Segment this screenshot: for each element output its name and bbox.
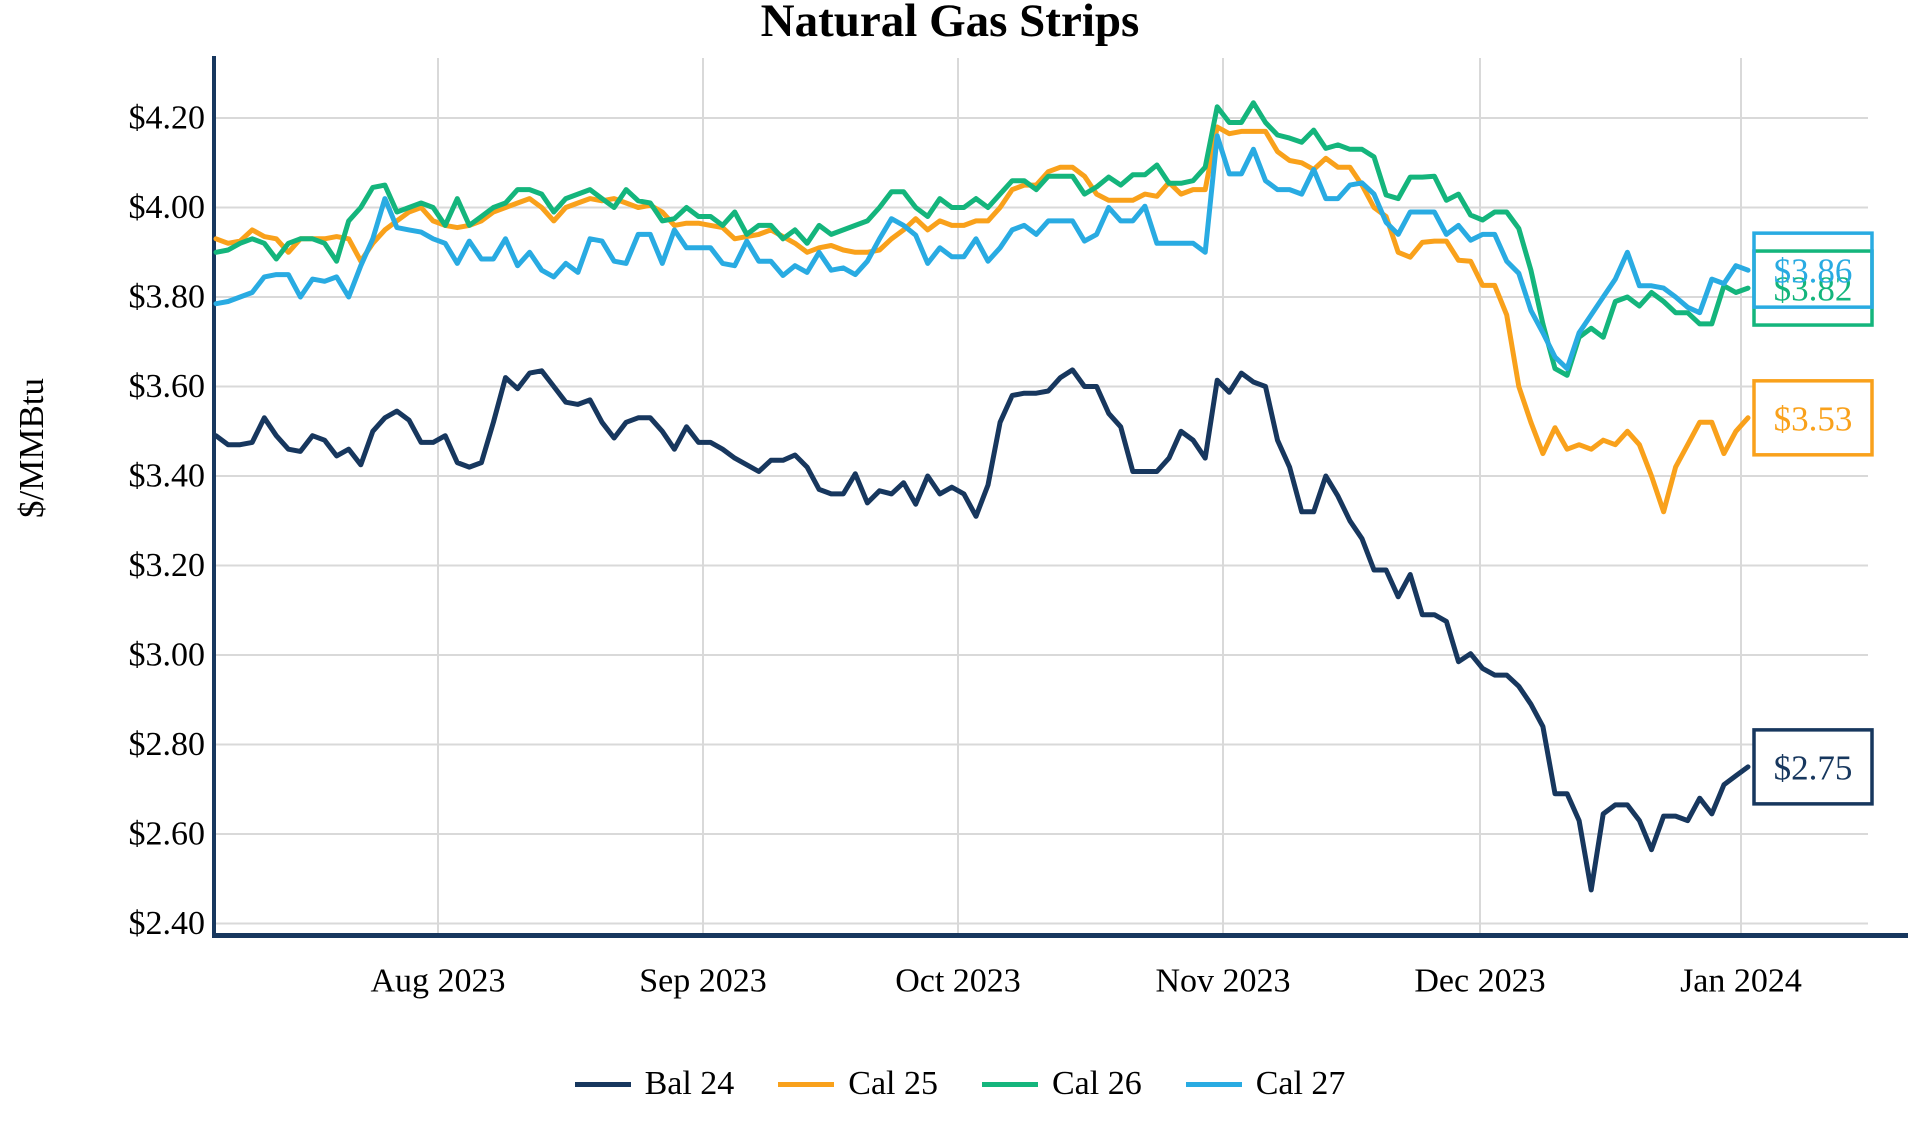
series-line-cal-25 bbox=[213, 124, 1751, 515]
legend-item-cal-26: Cal 26 bbox=[982, 1067, 1142, 1101]
end-label-text-bal-24: $2.75 bbox=[1774, 748, 1853, 787]
cal-27-line-swatch-icon bbox=[1185, 1081, 1242, 1087]
y-tick-label: $2.40 bbox=[129, 905, 206, 942]
series-line-cal-26 bbox=[213, 100, 1751, 378]
bal-24-line-swatch-icon bbox=[574, 1081, 631, 1087]
legend-label-cal-26: Cal 26 bbox=[1052, 1065, 1142, 1102]
y-tick-label: $3.60 bbox=[129, 368, 206, 405]
end-label-text-cal-27: $3.86 bbox=[1774, 252, 1853, 291]
y-tick-label: $3.00 bbox=[129, 637, 206, 674]
end-label-box-bal-24 bbox=[1752, 728, 1874, 806]
y-tick-label: $2.60 bbox=[129, 816, 206, 853]
legend-label-bal-24: Bal 24 bbox=[644, 1065, 735, 1102]
x-tick-label: Aug 2023 bbox=[370, 963, 505, 1000]
legend-label-cal-25: Cal 25 bbox=[848, 1065, 938, 1102]
x-tick-label: Dec 2023 bbox=[1414, 963, 1545, 1000]
series-line-cal-27 bbox=[213, 133, 1751, 372]
x-tick-label: Jan 2024 bbox=[1680, 963, 1802, 1000]
legend-item-bal-24: Bal 24 bbox=[574, 1065, 735, 1102]
end-label-text-cal-26: $3.82 bbox=[1774, 270, 1853, 309]
chart-title: Natural Gas Strips bbox=[760, 0, 1140, 47]
end-label-text-cal-25: $3.53 bbox=[1774, 399, 1853, 438]
y-tick-label: $3.20 bbox=[129, 547, 206, 584]
series-line-bal-24 bbox=[213, 367, 1751, 893]
y-tick-label: $2.80 bbox=[129, 726, 206, 763]
x-tick-label: Oct 2023 bbox=[895, 963, 1021, 1000]
cal-26-line-swatch-icon bbox=[982, 1081, 1038, 1087]
cal-25-line-swatch-icon bbox=[778, 1081, 835, 1087]
y-tick-label: $3.40 bbox=[129, 458, 206, 495]
legend-label-cal-27: Cal 27 bbox=[1255, 1065, 1346, 1102]
end-label-box-cal-25 bbox=[1752, 379, 1874, 457]
end-label-box-cal-27 bbox=[1752, 231, 1874, 309]
y-tick-label: $4.20 bbox=[129, 100, 206, 137]
x-tick-label: Sep 2023 bbox=[639, 963, 767, 1000]
chart-legend: Bal 24 Cal 25 Cal 26 Cal 27 bbox=[0, 1054, 1920, 1114]
legend-item-cal-25: Cal 25 bbox=[778, 1067, 938, 1101]
y-tick-label: $4.00 bbox=[129, 189, 206, 226]
legend-item-cal-27: Cal 27 bbox=[1185, 1065, 1346, 1102]
x-tick-label: Nov 2023 bbox=[1155, 963, 1290, 1000]
y-tick-label: $3.80 bbox=[129, 279, 206, 316]
